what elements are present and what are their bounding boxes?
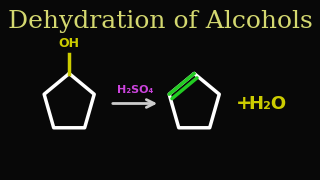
Text: H₂O: H₂O (249, 94, 287, 112)
Text: OH: OH (59, 37, 80, 50)
Text: Dehydration of Alcohols: Dehydration of Alcohols (8, 10, 312, 33)
Text: +: + (236, 94, 252, 113)
Text: H₂SO₄: H₂SO₄ (117, 85, 153, 95)
